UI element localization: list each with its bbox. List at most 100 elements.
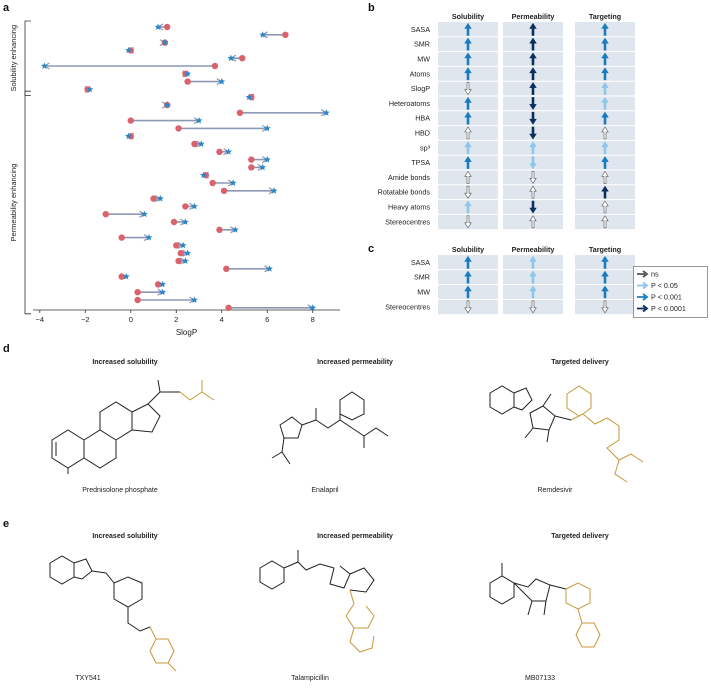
significance-arrow xyxy=(529,37,537,51)
dumbbell-row xyxy=(150,195,164,203)
e-name-1: TXY541 xyxy=(75,675,101,682)
significance-arrow xyxy=(529,215,537,229)
dumbbell-row xyxy=(191,140,205,148)
significance-arrow xyxy=(601,285,609,299)
x-tick-label: 8 xyxy=(311,315,315,324)
prodrug-point xyxy=(184,70,192,77)
dumbbell-row xyxy=(102,210,148,218)
legend-arrow xyxy=(637,293,649,301)
significance-arrow xyxy=(601,255,609,269)
prodrug-point xyxy=(86,85,94,93)
parent-point xyxy=(154,281,162,288)
row-label: MW xyxy=(417,55,430,64)
row-label: sp³ xyxy=(420,143,431,152)
property-change-grid: Solubility Permeability Targeting SASA SMR MW… xyxy=(378,12,635,230)
property-change-grid-subset: Solubility Permeability Targeting SASA SMR MW… xyxy=(385,245,635,315)
prodrug-point xyxy=(179,241,187,249)
prodrug-point xyxy=(229,179,237,186)
x-tick-label: 0 xyxy=(129,315,133,324)
significance-legend: ns P < 0.05 P < 0.001 P < 0.0001 xyxy=(633,266,708,318)
dumbbell-row xyxy=(184,78,226,86)
significance-arrow xyxy=(529,255,537,269)
structure-txy541 xyxy=(49,555,177,672)
parent-point xyxy=(182,203,189,210)
structure-remdesivir xyxy=(489,385,644,483)
column-header: Solubility xyxy=(452,245,484,254)
significance-arrow xyxy=(529,300,537,314)
prodrug-point xyxy=(122,273,130,280)
structure-talampicillin xyxy=(259,550,375,653)
legend-arrow xyxy=(637,270,649,278)
significance-arrow xyxy=(529,270,537,284)
parent-point xyxy=(134,289,141,296)
dumbbell-row xyxy=(200,171,210,179)
prodrug-point xyxy=(322,109,330,116)
row-label: HBD xyxy=(415,129,430,138)
dumbbell-row xyxy=(118,273,130,281)
group-label: Permeability enhancing xyxy=(9,164,18,242)
column-header: Permeability xyxy=(512,245,555,254)
significance-arrow xyxy=(529,67,537,81)
parent-point xyxy=(248,164,255,171)
row-label: SASA xyxy=(411,25,430,34)
prodrug-point xyxy=(159,280,166,288)
parent-point xyxy=(223,265,230,272)
dumbbell-row xyxy=(177,249,192,257)
row-label: MW xyxy=(417,288,430,297)
significance-arrow xyxy=(601,141,609,155)
prodrug-point xyxy=(163,101,171,108)
parent-point xyxy=(163,23,171,31)
column-header: Solubility xyxy=(452,12,484,21)
significance-arrow xyxy=(601,185,609,199)
significance-arrow xyxy=(529,171,537,184)
group-label: Solubility enhancing xyxy=(9,25,18,92)
dumbbell-row xyxy=(40,62,219,70)
prodrug-point xyxy=(191,202,198,210)
prodrug-point xyxy=(259,163,267,171)
prodrug-point xyxy=(184,249,192,257)
dumbbell-row xyxy=(84,85,94,93)
parent-point xyxy=(173,242,180,249)
dumbbell-row xyxy=(236,109,330,117)
significance-arrow xyxy=(464,255,472,269)
parent-point xyxy=(216,226,223,233)
legend-arrow xyxy=(637,281,649,290)
prodrug-point xyxy=(218,78,226,85)
significance-arrow xyxy=(464,170,472,184)
parent-point xyxy=(175,125,182,132)
parent-point xyxy=(102,211,109,218)
prodrug-point xyxy=(141,210,148,218)
legend-label: P < 0.05 xyxy=(651,281,678,290)
parent-point xyxy=(177,250,185,257)
slogp-dumbbell-chart: −4 −2 0 2 4 6 8 SlogP Solubility enhancing Permea… xyxy=(9,20,340,337)
dumbbell-row xyxy=(220,187,278,195)
significance-arrow xyxy=(464,185,472,199)
significance-arrow xyxy=(601,270,609,284)
parent-point xyxy=(211,62,219,70)
dumbbell-row xyxy=(248,156,271,164)
d-name-2: Enalapril xyxy=(311,487,339,494)
prodrug-point xyxy=(125,132,132,140)
significance-arrow xyxy=(464,215,472,229)
column-header: Targeting xyxy=(589,12,621,21)
x-tick-label: 6 xyxy=(265,315,269,324)
dumbbell-row xyxy=(182,70,192,78)
d-title-solubility: Increased solubility xyxy=(92,359,158,366)
e-title-solubility: Increased solubility xyxy=(92,533,158,540)
structure-mb07133 xyxy=(489,563,601,648)
x-tick-label: 4 xyxy=(220,315,224,324)
dumbbell-row xyxy=(175,257,189,265)
row-label: Rotatable bonds xyxy=(378,188,431,197)
d-title-targeting: Targeted delivery xyxy=(551,359,609,366)
significance-arrow xyxy=(464,67,472,81)
dumbbell-row xyxy=(118,234,153,242)
row-label: Heteroatoms xyxy=(389,99,431,108)
dumbbell-row xyxy=(259,31,289,39)
parent-point xyxy=(118,273,125,280)
significance-arrow xyxy=(464,156,472,169)
parent-point xyxy=(170,218,178,226)
prodrug-point xyxy=(191,296,198,303)
parent-point xyxy=(184,78,191,85)
dumbbell-row xyxy=(154,280,166,288)
panel-letter-d: d xyxy=(3,343,10,355)
